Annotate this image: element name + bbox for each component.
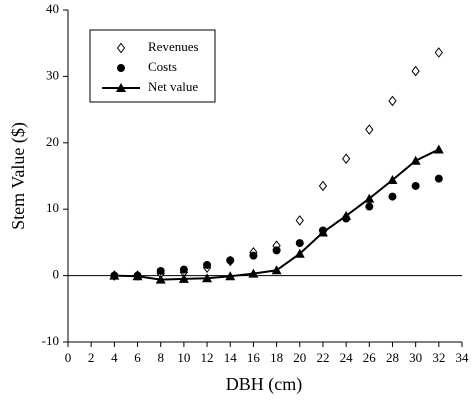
- data-point: [225, 271, 236, 281]
- x-tick-label: 10: [177, 350, 190, 365]
- data-point: [226, 256, 235, 265]
- data-point: [411, 181, 420, 190]
- data-point: [387, 174, 398, 184]
- data-point: [178, 273, 189, 283]
- y-tick-label: 40: [46, 1, 59, 16]
- x-tick-label: 34: [456, 350, 470, 365]
- x-tick-label: 16: [247, 350, 261, 365]
- data-point: [155, 274, 166, 284]
- data-point: [341, 153, 351, 165]
- y-tick-label: 10: [46, 200, 59, 215]
- y-tick-label: 0: [53, 267, 60, 282]
- legend-label: Costs: [148, 59, 177, 74]
- data-point: [318, 180, 328, 192]
- data-point: [294, 248, 305, 258]
- x-tick-label: 28: [386, 350, 399, 365]
- data-point: [388, 95, 397, 107]
- x-tick-label: 2: [88, 350, 95, 365]
- legend-box: [89, 29, 216, 103]
- legend-marker: [116, 83, 126, 92]
- data-point: [365, 124, 374, 135]
- data-point: [272, 246, 281, 255]
- data-point: [248, 268, 259, 278]
- y-tick-label: 30: [46, 67, 59, 82]
- legend-marker: [116, 42, 126, 54]
- data-point: [365, 202, 374, 211]
- x-axis-label: DBH (cm): [226, 374, 302, 395]
- y-axis-label: Stem Value ($): [8, 122, 29, 230]
- data-point: [433, 144, 444, 154]
- data-point: [388, 192, 397, 201]
- legend-marker: [117, 64, 125, 72]
- x-tick-label: 30: [409, 350, 422, 365]
- data-point: [202, 273, 213, 283]
- data-point: [364, 193, 375, 203]
- data-point: [203, 260, 212, 269]
- data-point: [410, 155, 421, 165]
- data-point: [295, 215, 304, 226]
- series-line: [114, 148, 440, 281]
- x-tick-label: 22: [316, 350, 329, 365]
- x-tick-label: 4: [111, 350, 118, 365]
- x-tick-label: 18: [270, 350, 283, 365]
- x-tick-label: 6: [134, 350, 141, 365]
- x-tick-label: 26: [363, 350, 377, 365]
- data-point: [434, 174, 443, 183]
- y-tick-label: -10: [42, 333, 59, 348]
- x-tick-label: 14: [224, 350, 238, 365]
- data-point: [156, 266, 165, 275]
- data-point: [271, 265, 282, 275]
- x-tick-label: 24: [340, 350, 354, 365]
- x-tick-label: 32: [432, 350, 445, 365]
- y-tick-label: 20: [46, 134, 59, 149]
- data-point: [249, 251, 258, 260]
- data-point: [434, 47, 443, 58]
- x-tick-label: 12: [201, 350, 214, 365]
- data-point: [295, 239, 304, 248]
- legend-label: Net value: [148, 79, 198, 94]
- data-point: [109, 270, 120, 280]
- data-point: [132, 271, 143, 281]
- x-tick-label: 8: [157, 350, 164, 365]
- legend-label: Revenues: [148, 39, 199, 54]
- data-point: [341, 210, 352, 220]
- data-point: [411, 65, 420, 77]
- data-point: [179, 265, 188, 274]
- x-tick-label: 0: [65, 350, 72, 365]
- x-tick-label: 20: [293, 350, 306, 365]
- data-point: [317, 227, 328, 237]
